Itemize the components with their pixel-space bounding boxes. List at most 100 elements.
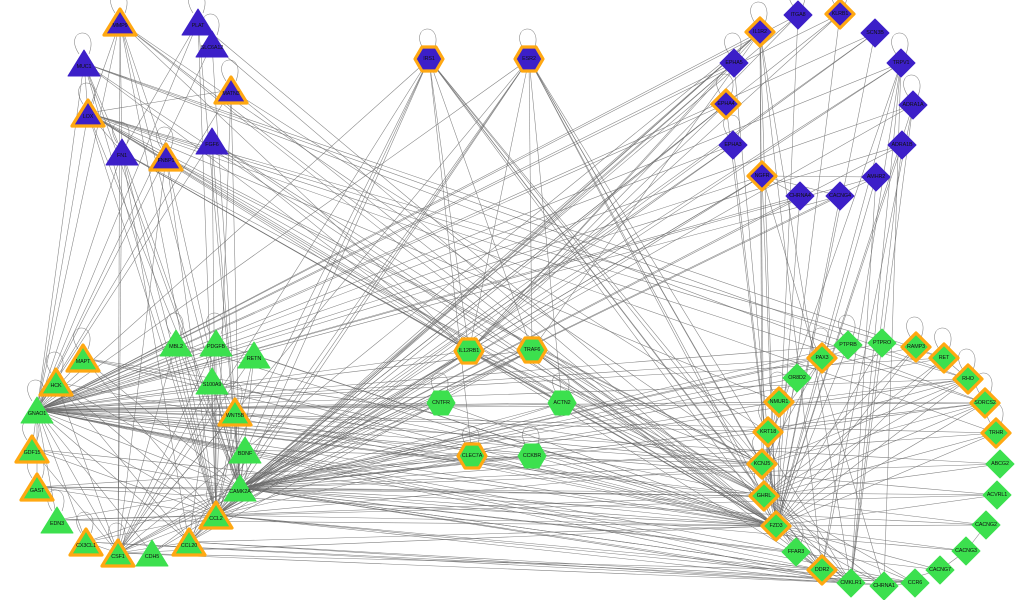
- graph-node-nmur1[interactable]: NMUR1: [763, 386, 795, 418]
- edge: [36, 409, 769, 433]
- graph-node-ptprb[interactable]: PTPRB: [833, 330, 863, 360]
- graph-node-fnbp1[interactable]: FNBP1: [148, 142, 184, 172]
- graph-node-cdh5[interactable]: CDH5: [135, 538, 169, 568]
- graph-node-cmklr1[interactable]: CMKLR1: [836, 568, 866, 598]
- graph-node-gdf15[interactable]: GDF15: [14, 434, 50, 464]
- graph-node-amhr2[interactable]: AMHR2: [861, 162, 891, 192]
- graph-node-abcg2[interactable]: ABCG2: [985, 449, 1015, 479]
- edge: [36, 176, 877, 411]
- edge: [36, 140, 213, 411]
- edge: [778, 378, 969, 403]
- graph-node-gnao1[interactable]: GNAO1: [20, 395, 54, 425]
- edge: [108, 522, 126, 545]
- graph-node-adra1b[interactable]: ADRA1B: [887, 130, 917, 160]
- graph-node-hck[interactable]: HCK: [38, 367, 74, 397]
- graph-node-retn[interactable]: RETN: [237, 340, 271, 370]
- edge: [36, 151, 123, 411]
- edge: [239, 487, 998, 496]
- graph-node-ccl2[interactable]: CCL2: [198, 500, 234, 530]
- graph-node-bdnf[interactable]: BDNF: [228, 435, 262, 465]
- graph-node-epha4[interactable]: EPHA4: [710, 88, 742, 120]
- graph-node-csf1[interactable]: CSF1: [100, 538, 136, 568]
- edge: [234, 411, 763, 465]
- graph-node-cntfr[interactable]: CNTFR: [426, 389, 456, 417]
- edge: [239, 349, 533, 489]
- edge: [117, 349, 533, 554]
- graph-node-cckbr[interactable]: CCKBR: [517, 442, 547, 470]
- graph-node-traf6[interactable]: TRAF6: [516, 336, 548, 364]
- graph-node-ghrl[interactable]: GHRL: [748, 480, 780, 512]
- edge: [36, 58, 430, 411]
- graph-node-ptpro[interactable]: PTPRO: [867, 328, 897, 358]
- graph-node-clec7a[interactable]: CLEC7A: [456, 442, 488, 470]
- graph-node-krt18[interactable]: KRT18: [752, 416, 784, 448]
- graph-node-ccl20[interactable]: CCL20: [171, 527, 207, 557]
- edge: [906, 316, 924, 339]
- edge: [36, 409, 1001, 465]
- graph-node-muc1[interactable]: MUC1: [67, 48, 101, 78]
- edge: [36, 357, 945, 411]
- edge: [750, 1, 768, 24]
- graph-node-lox[interactable]: LOX: [70, 98, 106, 128]
- edge: [83, 62, 123, 153]
- edge: [74, 32, 92, 55]
- edge: [239, 432, 997, 489]
- edge: [36, 62, 735, 411]
- graph-node-epha3[interactable]: EPHA3: [718, 130, 748, 160]
- graph-node-irs1[interactable]: IRS1: [413, 45, 445, 73]
- graph-node-ccr6[interactable]: CCR6: [900, 568, 930, 598]
- edge: [117, 525, 777, 554]
- graph-node-ngfr[interactable]: NGFR: [746, 160, 778, 192]
- graph-node-epha5[interactable]: EPHA5: [719, 48, 749, 78]
- graph-node-s100a9[interactable]: S100A9: [195, 366, 229, 396]
- edge: [165, 156, 217, 516]
- graph-node-actn2[interactable]: ACTN2: [547, 389, 577, 417]
- graph-node-trhr[interactable]: TRHR: [980, 417, 1012, 449]
- graph-node-scn3b[interactable]: SCN3B: [860, 18, 890, 48]
- graph-node-il1r2[interactable]: IL1R2: [744, 16, 776, 48]
- graph-node-kcnj5[interactable]: KCNJ5: [746, 448, 778, 480]
- graph-node-klrb1[interactable]: KLRB1: [824, 0, 856, 30]
- graph-node-itga8[interactable]: ITGA8: [783, 0, 813, 30]
- graph-node-trpv1[interactable]: TRPV1: [886, 48, 916, 78]
- graph-node-wnt5b[interactable]: WNT5B: [217, 397, 253, 427]
- graph-node-il12rb1[interactable]: IL12RB1: [453, 337, 485, 365]
- graph-node-sorcs2[interactable]: SORCS2: [969, 387, 1001, 419]
- edge: [36, 409, 119, 554]
- edge: [221, 59, 239, 82]
- graph-node-chrna1[interactable]: CHRNA1: [869, 571, 899, 600]
- graph-node-acvrl1[interactable]: ACVRL1: [982, 480, 1012, 510]
- graph-node-esr2[interactable]: ESR2: [513, 45, 545, 73]
- edge: [119, 21, 217, 516]
- edge: [87, 112, 997, 434]
- graph-node-ddr2[interactable]: DDR2: [806, 554, 838, 586]
- graph-node-slc6a12[interactable]: SLC6A12: [195, 29, 229, 59]
- edge: [531, 31, 761, 351]
- graph-node-fn1[interactable]: FN1: [105, 137, 139, 167]
- edge: [428, 58, 533, 351]
- graph-node-matn3[interactable]: MATN3: [213, 75, 249, 105]
- edge: [775, 144, 903, 527]
- edge: [211, 380, 217, 516]
- edge: [775, 525, 916, 584]
- edge: [188, 525, 777, 543]
- edge: [763, 357, 945, 497]
- graph-node-ramp3[interactable]: RAMP3: [900, 331, 932, 363]
- graph-node-pdgfb[interactable]: PDGFB: [199, 328, 233, 358]
- edge: [55, 381, 217, 516]
- graph-node-adra1a[interactable]: ADRA1A: [898, 90, 928, 120]
- edge: [36, 14, 799, 411]
- graph-node-cacng4[interactable]: CACNG4: [825, 181, 855, 211]
- graph-node-mbl2[interactable]: MBL2: [159, 328, 193, 358]
- graph-node-gast[interactable]: GAST: [19, 472, 55, 502]
- graph-node-chrna4[interactable]: CHRNA4: [785, 181, 815, 211]
- graph-node-camk2a[interactable]: CAMK2A: [223, 473, 257, 503]
- edge: [775, 344, 849, 527]
- graph-node-mmp9[interactable]: MMP9: [102, 7, 138, 37]
- edge: [239, 344, 849, 489]
- graph-node-fgf6[interactable]: FGF6: [195, 126, 229, 156]
- edge: [36, 409, 533, 457]
- graph-node-cacng3[interactable]: CACNG3: [951, 536, 981, 566]
- graph-node-cx3cl1[interactable]: CX3CL1: [68, 527, 104, 557]
